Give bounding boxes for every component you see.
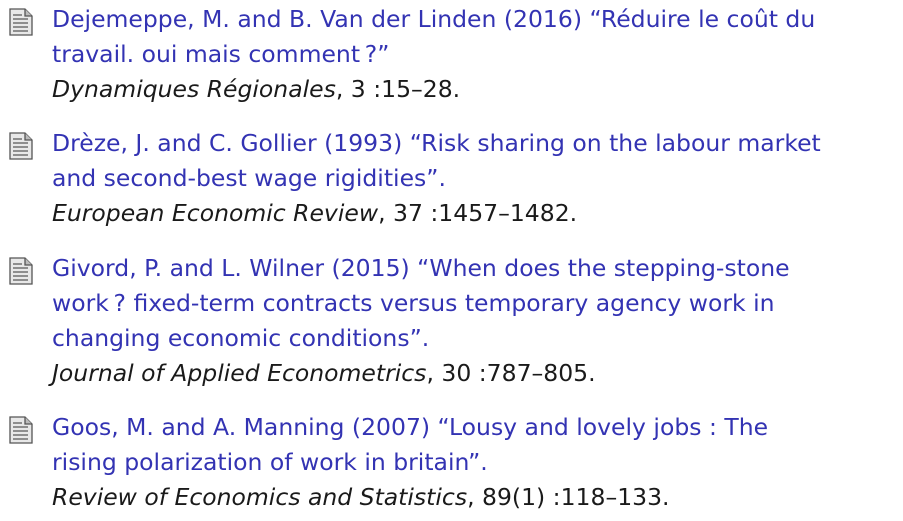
reference-source: Review of Economics and Statistics, 89(1…: [52, 480, 768, 515]
reference-icon: [8, 132, 34, 164]
journal-name: Review of Economics and Statistics: [52, 483, 468, 511]
reference-icon: [8, 257, 34, 289]
reference-source: Journal of Applied Econometrics, 30 :787…: [52, 356, 790, 391]
reference-title-line: and second-best wage rigidities”.: [52, 164, 446, 192]
article-icon: [9, 132, 33, 160]
publication-details: , 89(1) :118–133.: [467, 483, 670, 511]
journal-name: Journal of Applied Econometrics: [52, 359, 427, 387]
reference-title-line: work ? fixed-term contracts versus tempo…: [52, 289, 775, 317]
reference-title-line: Drèze, J. and C. Gollier (1993) “Risk sh…: [52, 129, 821, 157]
publication-details: , 3 :15–28.: [335, 75, 461, 103]
reference-title-line: travail. oui mais comment ?”: [52, 40, 390, 68]
article-icon: [9, 416, 33, 444]
reference-title-line: changing economic conditions”.: [52, 324, 430, 352]
reference-text: Dejemeppe, M. and B. Van der Linden (201…: [52, 2, 815, 107]
reference-source: Dynamiques Régionales, 3 :15–28.: [52, 72, 815, 107]
reference-text: Drèze, J. and C. Gollier (1993) “Risk sh…: [52, 126, 821, 231]
reference-title-line: rising polarization of work in britain”.: [52, 448, 488, 476]
journal-name: Dynamiques Régionales: [52, 75, 336, 103]
reference-title-line: Givord, P. and L. Wilner (2015) “When do…: [52, 254, 790, 282]
reference-title-line: Dejemeppe, M. and B. Van der Linden (201…: [52, 5, 816, 33]
article-icon: [9, 8, 33, 36]
reference-icon: [8, 8, 34, 40]
reference-icon: [8, 416, 34, 448]
publication-details: , 37 :1457–1482.: [378, 199, 578, 227]
article-icon: [9, 257, 33, 285]
reference-text: Goos, M. and A. Manning (2007) “Lousy an…: [52, 410, 768, 515]
publication-details: , 30 :787–805.: [426, 359, 596, 387]
reference-text: Givord, P. and L. Wilner (2015) “When do…: [52, 251, 790, 391]
journal-name: European Economic Review: [52, 199, 379, 227]
reference-source: European Economic Review, 37 :1457–1482.: [52, 196, 821, 231]
reference-title-line: Goos, M. and A. Manning (2007) “Lousy an…: [52, 413, 769, 441]
